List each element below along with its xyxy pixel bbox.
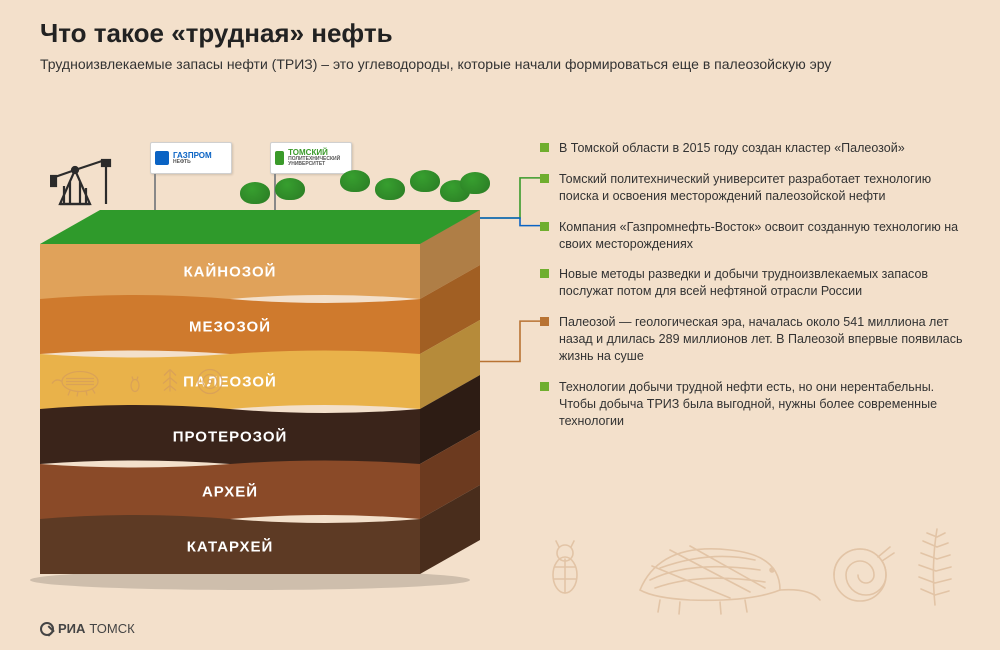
bullet-square-icon: [540, 317, 549, 326]
bullet-item: Новые методы разведки и добычи трудноизв…: [540, 266, 970, 300]
bullet-square-icon: [540, 143, 549, 152]
flag-text: ТОМСКИЙ ПОЛИТЕХНИЧЕСКИЙ УНИВЕРСИТЕТ: [288, 149, 347, 167]
stratum-label-5: КАТАРХЕЙ: [187, 538, 274, 556]
flag-logo-icon: [155, 151, 169, 165]
bush-icon: [340, 170, 370, 192]
brand-footer: РИА ТОМСК: [40, 621, 135, 636]
flag-cloth: ТОМСКИЙ ПОЛИТЕХНИЧЕСКИЙ УНИВЕРСИТЕТ: [270, 142, 352, 174]
flag-text: ГАЗПРОМ НЕФТЬ: [173, 152, 212, 165]
brand-logo-icon: [40, 622, 54, 636]
bush-icon: [410, 170, 440, 192]
creature-sketches: [540, 510, 970, 620]
bullet-item: Компания «Газпромнефть-Восток» освоит со…: [540, 219, 970, 253]
bullet-text: Палеозой — геологическая эра, началась о…: [559, 314, 970, 365]
bullet-text: Томский политехнический университет разр…: [559, 171, 970, 205]
bullet-item: Палеозой — геологическая эра, началась о…: [540, 314, 970, 365]
bullet-item: Томский политехнический университет разр…: [540, 171, 970, 205]
brand-prefix: РИА: [58, 621, 85, 636]
flag-cloth: ГАЗПРОМ НЕФТЬ: [150, 142, 232, 174]
bullet-text: Технологии добычи трудной нефти есть, но…: [559, 379, 970, 430]
flag-logo-icon: [275, 151, 284, 165]
bullet-text: Компания «Газпромнефть-Восток» освоит со…: [559, 219, 970, 253]
bullet-text: Новые методы разведки и добычи трудноизв…: [559, 266, 970, 300]
bullet-list: В Томской области в 2015 году создан кла…: [540, 140, 970, 443]
bullet-text: В Томской области в 2015 году создан кла…: [559, 140, 905, 157]
bullet-item: В Томской области в 2015 году создан кла…: [540, 140, 970, 157]
strata-block: КАЙНОЗОЙ МЕЗОЗОЙ ПАЛЕОЗОЙ ПРОТЕРОЗОЙ АРХЕЙ КА…: [40, 190, 480, 560]
stratum-label-2: ПАЛЕОЗОЙ: [183, 373, 277, 391]
stratum-label-3: ПРОТЕРОЗОЙ: [173, 428, 288, 446]
bullet-square-icon: [540, 174, 549, 183]
header: Что такое «трудная» нефть Трудноизвлекае…: [40, 18, 960, 74]
page-title: Что такое «трудная» нефть: [40, 18, 960, 49]
bullet-square-icon: [540, 269, 549, 278]
geologic-diagram: ГАЗПРОМ НЕФТЬ ТОМСКИЙ ПОЛИТЕХНИЧЕСКИЙ УН…: [40, 130, 500, 560]
stratum-label-1: МЕЗОЗОЙ: [189, 318, 271, 336]
brand-suffix: ТОМСК: [89, 621, 134, 636]
bullet-square-icon: [540, 222, 549, 231]
stratum-label-4: АРХЕЙ: [202, 483, 258, 501]
stratum-label-0: КАЙНОЗОЙ: [184, 263, 277, 281]
page-subtitle: Трудноизвлекаемые запасы нефти (ТРИЗ) – …: [40, 55, 960, 74]
bullet-square-icon: [540, 382, 549, 391]
bullet-item: Технологии добычи трудной нефти есть, но…: [540, 379, 970, 430]
